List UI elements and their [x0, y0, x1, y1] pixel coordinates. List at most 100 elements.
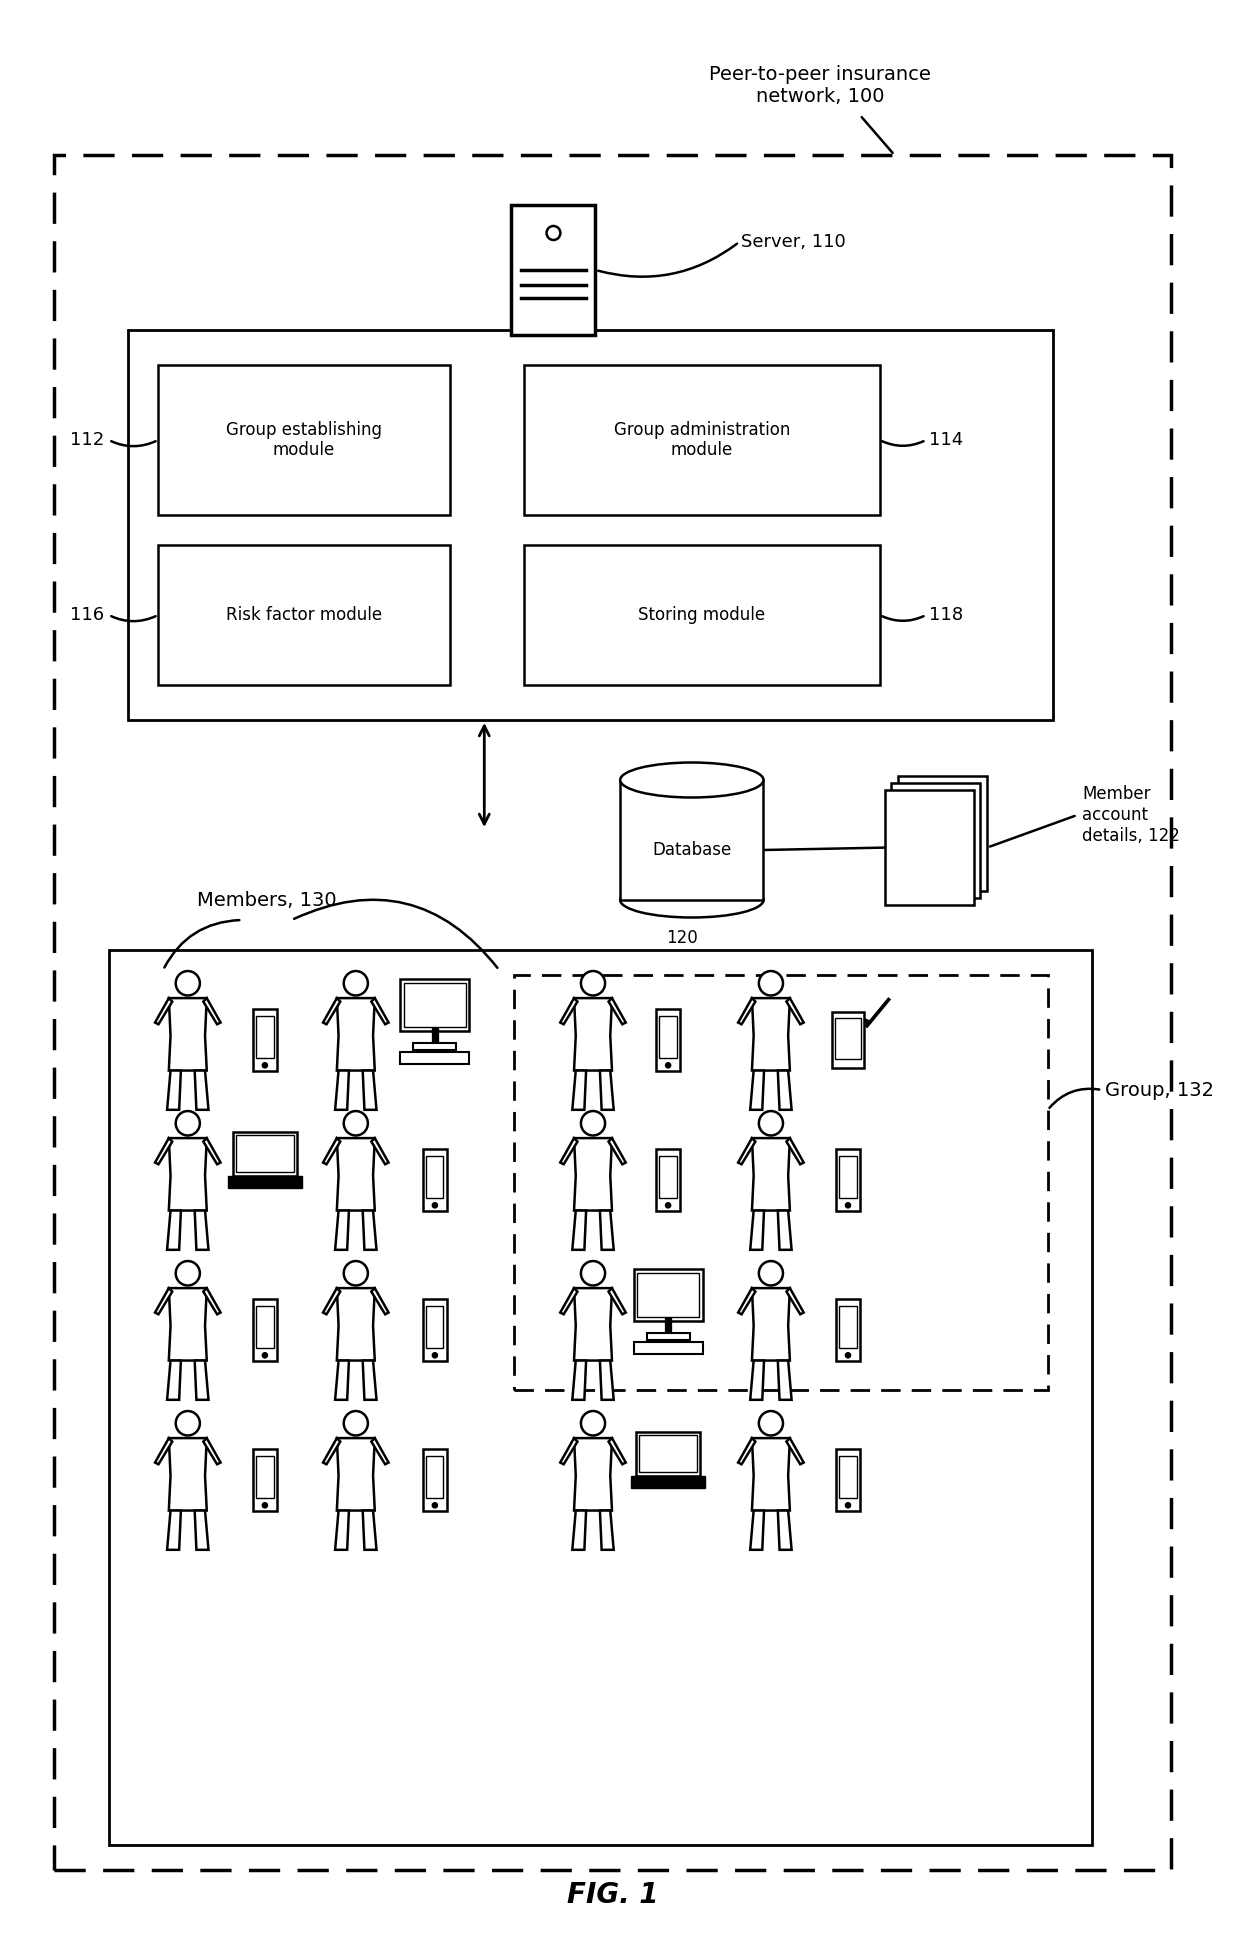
Polygon shape: [169, 1138, 207, 1210]
Polygon shape: [335, 1511, 348, 1550]
Polygon shape: [167, 1511, 181, 1550]
Bar: [513, 975, 1048, 1390]
Text: Risk factor module: Risk factor module: [226, 606, 382, 623]
Polygon shape: [169, 998, 207, 1070]
Polygon shape: [195, 1511, 208, 1550]
Circle shape: [263, 1354, 268, 1357]
Bar: [253, 1010, 277, 1070]
Polygon shape: [750, 1070, 764, 1109]
Bar: [892, 783, 981, 897]
Circle shape: [263, 1062, 268, 1068]
Polygon shape: [155, 998, 172, 1023]
Polygon shape: [864, 1020, 872, 1025]
Polygon shape: [335, 1361, 348, 1400]
Circle shape: [580, 971, 605, 996]
Polygon shape: [337, 998, 374, 1070]
Polygon shape: [600, 1361, 614, 1400]
Bar: [109, 950, 1092, 1845]
Polygon shape: [324, 1439, 340, 1464]
Polygon shape: [786, 998, 804, 1023]
Circle shape: [176, 1260, 200, 1286]
Circle shape: [433, 1354, 438, 1357]
Bar: [835, 1018, 861, 1058]
Polygon shape: [609, 1138, 626, 1165]
Bar: [656, 1010, 681, 1070]
Polygon shape: [363, 1210, 377, 1251]
Circle shape: [846, 1503, 851, 1507]
Bar: [523, 365, 879, 515]
Text: 118: 118: [929, 606, 963, 623]
Bar: [832, 1012, 864, 1068]
Polygon shape: [228, 1175, 301, 1189]
Polygon shape: [560, 1288, 578, 1315]
Circle shape: [666, 1202, 671, 1208]
Polygon shape: [371, 998, 388, 1023]
Bar: [55, 155, 1172, 1870]
Polygon shape: [371, 1288, 388, 1315]
Bar: [646, 1334, 689, 1340]
Polygon shape: [631, 1476, 704, 1488]
Polygon shape: [574, 1288, 613, 1361]
Polygon shape: [738, 1439, 755, 1464]
Polygon shape: [573, 1070, 587, 1109]
Text: Server, 110: Server, 110: [742, 233, 846, 251]
Polygon shape: [167, 1210, 181, 1251]
Bar: [640, 1435, 697, 1472]
Polygon shape: [786, 1138, 804, 1165]
Bar: [839, 1155, 857, 1198]
Polygon shape: [337, 1439, 374, 1511]
Circle shape: [343, 1111, 368, 1136]
Polygon shape: [363, 1070, 377, 1109]
Polygon shape: [600, 1210, 614, 1251]
Circle shape: [759, 1412, 782, 1435]
Polygon shape: [750, 1210, 764, 1251]
Polygon shape: [371, 1439, 388, 1464]
Polygon shape: [337, 1288, 374, 1361]
Polygon shape: [363, 1361, 377, 1400]
Circle shape: [343, 1412, 368, 1435]
Text: 116: 116: [69, 606, 104, 623]
Circle shape: [176, 1111, 200, 1136]
Polygon shape: [738, 1288, 755, 1315]
Bar: [427, 1155, 444, 1198]
Polygon shape: [155, 1138, 172, 1165]
Text: 114: 114: [929, 431, 963, 449]
Circle shape: [580, 1260, 605, 1286]
Polygon shape: [609, 1439, 626, 1464]
Polygon shape: [751, 998, 790, 1070]
Text: Member
account
details, 122: Member account details, 122: [1083, 785, 1180, 845]
Bar: [884, 790, 973, 905]
Polygon shape: [371, 1138, 388, 1165]
Bar: [423, 1449, 446, 1511]
Bar: [427, 1456, 444, 1499]
Bar: [423, 1150, 446, 1210]
Bar: [634, 1342, 703, 1354]
Polygon shape: [574, 1138, 613, 1210]
Polygon shape: [600, 1511, 614, 1550]
Bar: [839, 1307, 857, 1348]
Bar: [159, 365, 450, 515]
Circle shape: [759, 1111, 782, 1136]
Polygon shape: [786, 1288, 804, 1315]
Text: Members, 130: Members, 130: [197, 891, 337, 909]
Polygon shape: [738, 998, 755, 1023]
Text: 120: 120: [666, 928, 698, 946]
Text: Peer-to-peer insurance
network, 100: Peer-to-peer insurance network, 100: [709, 64, 931, 105]
Circle shape: [759, 1260, 782, 1286]
Text: Group establishing
module: Group establishing module: [226, 421, 382, 460]
Bar: [637, 1274, 699, 1317]
Circle shape: [433, 1202, 438, 1208]
Bar: [253, 1449, 277, 1511]
Polygon shape: [777, 1511, 791, 1550]
Circle shape: [547, 225, 560, 241]
Polygon shape: [560, 998, 578, 1023]
Polygon shape: [560, 1138, 578, 1165]
Circle shape: [666, 1062, 671, 1068]
Polygon shape: [167, 1070, 181, 1109]
Text: Group administration
module: Group administration module: [614, 421, 790, 460]
Polygon shape: [574, 1439, 613, 1511]
Bar: [899, 777, 987, 891]
Circle shape: [343, 971, 368, 996]
Circle shape: [343, 1260, 368, 1286]
Polygon shape: [786, 1439, 804, 1464]
